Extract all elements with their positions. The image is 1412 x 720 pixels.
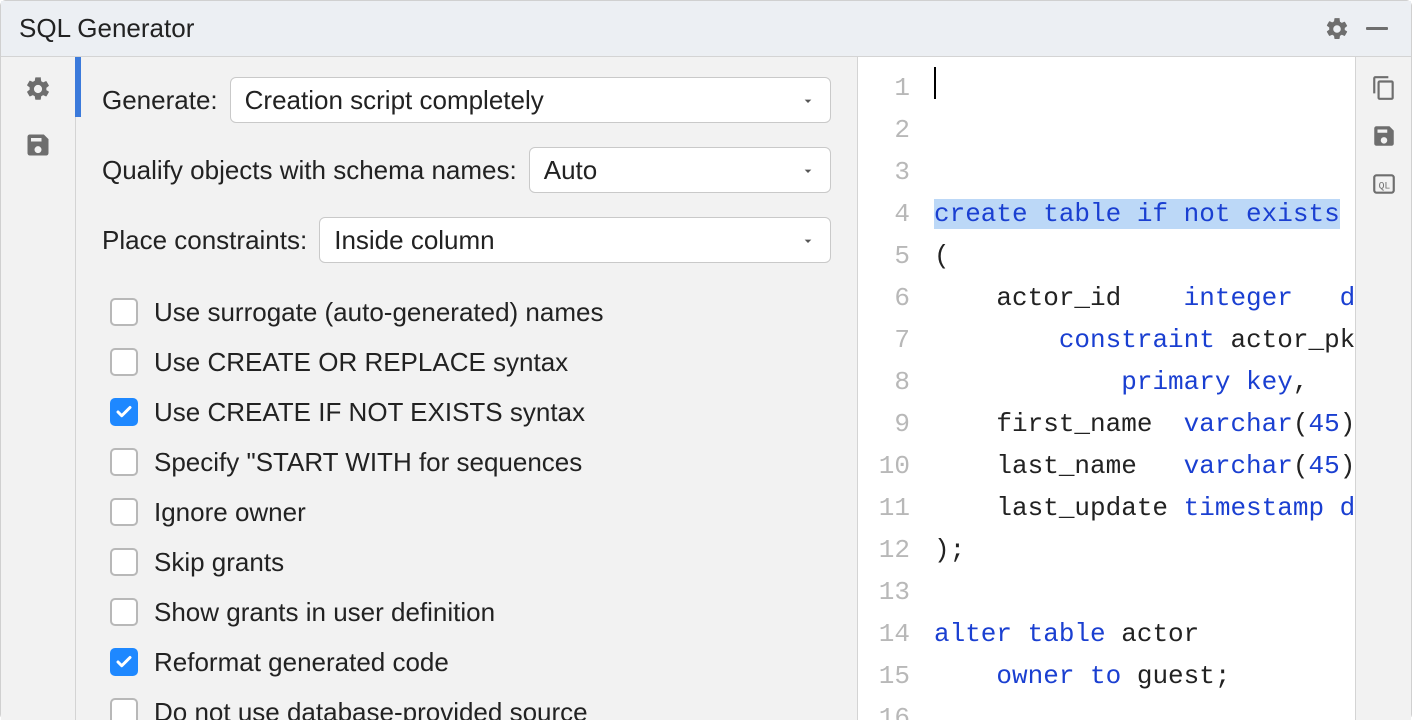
line-number: 16 (858, 697, 910, 720)
sql-code[interactable]: create table if not exists( actor_id int… (918, 57, 1355, 720)
checkbox-label: Do not use database-provided source (154, 697, 588, 720)
generate-select[interactable]: Creation script completely (230, 77, 831, 123)
code-line: create table if not exists (934, 193, 1355, 235)
code-line: ); (934, 529, 1355, 571)
window-title: SQL Generator (19, 13, 194, 44)
place-label: Place constraints: (102, 225, 307, 256)
code-preview-panel: 12345678910111213141516 create table if … (858, 57, 1355, 720)
checkbox[interactable] (110, 448, 138, 476)
checkbox-label: Use CREATE OR REPLACE syntax (154, 347, 568, 378)
line-number: 4 (858, 193, 910, 235)
save-icon[interactable] (1371, 123, 1397, 149)
settings-gear-icon[interactable] (1317, 9, 1357, 49)
code-line (934, 697, 1355, 720)
checkbox[interactable] (110, 348, 138, 376)
code-line: ( (934, 235, 1355, 277)
checkbox-row: Use CREATE OR REPLACE syntax (102, 337, 831, 387)
code-line (934, 571, 1355, 613)
checkbox-row: Specify "START WITH for sequences (102, 437, 831, 487)
place-select[interactable]: Inside column (319, 217, 831, 263)
title-bar: SQL Generator (1, 1, 1411, 57)
gear-icon[interactable] (24, 75, 52, 103)
console-icon[interactable]: QL (1371, 171, 1397, 197)
line-gutter: 12345678910111213141516 (858, 57, 918, 720)
code-line: primary key, (934, 361, 1355, 403)
checkbox-label: Reformat generated code (154, 647, 449, 678)
minimize-icon[interactable] (1357, 9, 1397, 49)
generate-row: Generate: Creation script completely (102, 77, 831, 123)
checkbox-row: Ignore owner (102, 487, 831, 537)
line-number: 13 (858, 571, 910, 613)
line-number: 1 (858, 67, 910, 109)
code-line: first_name varchar(45) (934, 403, 1355, 445)
options-panel: Generate: Creation script completely Qua… (76, 57, 858, 720)
line-number: 14 (858, 613, 910, 655)
checkbox[interactable] (110, 548, 138, 576)
place-value: Inside column (334, 225, 494, 256)
left-toolbar (1, 57, 76, 720)
generate-value: Creation script completely (245, 85, 544, 116)
checkbox[interactable] (110, 698, 138, 720)
qualify-row: Qualify objects with schema names: Auto (102, 147, 831, 193)
line-number: 9 (858, 403, 910, 445)
line-number: 11 (858, 487, 910, 529)
checkbox[interactable] (110, 398, 138, 426)
line-number: 6 (858, 277, 910, 319)
checkbox[interactable] (110, 498, 138, 526)
checkbox-label: Ignore owner (154, 497, 306, 528)
code-line: owner to guest; (934, 655, 1355, 697)
checkbox[interactable] (110, 298, 138, 326)
checkbox-row: Use CREATE IF NOT EXISTS syntax (102, 387, 831, 437)
checkbox[interactable] (110, 598, 138, 626)
line-number: 2 (858, 109, 910, 151)
chevron-down-icon (800, 85, 816, 116)
text-cursor (934, 67, 936, 99)
line-number: 8 (858, 361, 910, 403)
chevron-down-icon (800, 155, 816, 186)
checkbox-row: Do not use database-provided source (102, 687, 831, 720)
qualify-value: Auto (544, 155, 598, 186)
svg-text:QL: QL (1378, 180, 1390, 191)
checkbox-row: Show grants in user definition (102, 587, 831, 637)
line-number: 10 (858, 445, 910, 487)
code-line: alter table actor (934, 613, 1355, 655)
right-toolbar: QL (1355, 57, 1411, 720)
copy-icon[interactable] (1371, 75, 1397, 101)
line-number: 7 (858, 319, 910, 361)
code-line: last_update timestamp d (934, 487, 1355, 529)
checkbox[interactable] (110, 648, 138, 676)
code-line: last_name varchar(45) (934, 445, 1355, 487)
checkbox-label: Show grants in user definition (154, 597, 495, 628)
save-icon[interactable] (24, 131, 52, 159)
checkbox-label: Specify "START WITH for sequences (154, 447, 582, 478)
checkbox-label: Use CREATE IF NOT EXISTS syntax (154, 397, 585, 428)
generate-label: Generate: (102, 85, 218, 116)
active-tab-indicator (75, 57, 81, 117)
line-number: 3 (858, 151, 910, 193)
code-line: constraint actor_pk (934, 319, 1355, 361)
chevron-down-icon (800, 225, 816, 256)
checkbox-row: Skip grants (102, 537, 831, 587)
line-number: 12 (858, 529, 910, 571)
line-number: 15 (858, 655, 910, 697)
checkbox-label: Use surrogate (auto-generated) names (154, 297, 603, 328)
code-line: actor_id integer d (934, 277, 1355, 319)
checkbox-row: Reformat generated code (102, 637, 831, 687)
checkbox-label: Skip grants (154, 547, 284, 578)
line-number: 5 (858, 235, 910, 277)
checkbox-row: Use surrogate (auto-generated) names (102, 287, 831, 337)
checkbox-list: Use surrogate (auto-generated) names Use … (102, 287, 831, 720)
qualify-select[interactable]: Auto (529, 147, 831, 193)
place-row: Place constraints: Inside column (102, 217, 831, 263)
qualify-label: Qualify objects with schema names: (102, 155, 517, 186)
